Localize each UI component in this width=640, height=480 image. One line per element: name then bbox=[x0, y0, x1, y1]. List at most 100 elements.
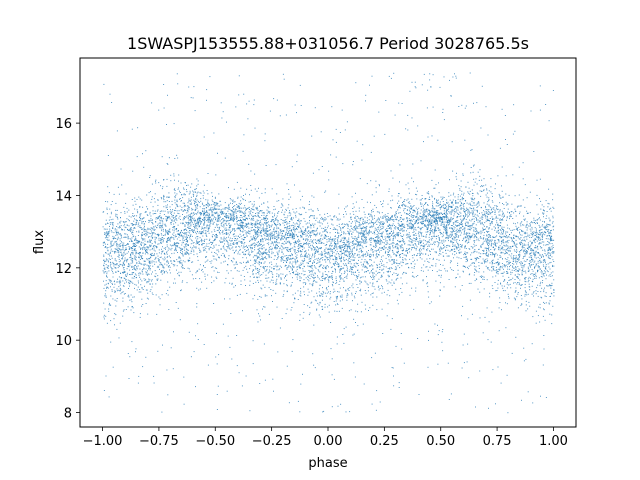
data-point bbox=[177, 234, 179, 235]
data-point bbox=[501, 227, 503, 229]
data-point bbox=[282, 247, 284, 249]
data-point bbox=[351, 271, 353, 273]
data-point bbox=[109, 223, 111, 225]
data-point bbox=[112, 261, 114, 263]
data-point bbox=[549, 239, 551, 241]
data-point bbox=[118, 251, 120, 253]
data-point bbox=[140, 218, 141, 219]
data-point bbox=[157, 218, 158, 220]
data-point bbox=[219, 233, 221, 235]
data-point bbox=[269, 262, 270, 264]
data-point bbox=[238, 202, 240, 204]
data-point bbox=[506, 216, 508, 218]
data-point bbox=[387, 235, 389, 237]
data-point bbox=[272, 236, 274, 238]
data-point bbox=[495, 236, 497, 238]
data-point bbox=[549, 262, 551, 264]
data-point bbox=[299, 273, 301, 275]
data-point bbox=[331, 250, 333, 252]
data-point bbox=[357, 325, 359, 327]
data-point bbox=[513, 263, 515, 265]
data-point bbox=[112, 366, 114, 368]
data-point bbox=[208, 230, 210, 232]
data-point bbox=[243, 237, 245, 239]
data-point bbox=[528, 280, 530, 281]
data-point bbox=[132, 269, 134, 270]
data-point bbox=[196, 221, 198, 223]
data-point bbox=[207, 201, 209, 203]
data-point bbox=[546, 274, 547, 276]
data-point bbox=[348, 261, 350, 262]
data-point bbox=[432, 74, 434, 76]
data-point bbox=[274, 240, 276, 242]
data-point bbox=[160, 197, 162, 198]
data-point bbox=[331, 275, 333, 277]
data-point bbox=[477, 206, 479, 208]
data-point bbox=[524, 293, 526, 295]
data-point bbox=[354, 217, 356, 219]
data-point bbox=[287, 228, 289, 230]
data-point bbox=[318, 248, 320, 249]
data-point bbox=[406, 217, 408, 219]
data-point bbox=[423, 214, 425, 216]
data-point bbox=[538, 218, 540, 220]
data-point bbox=[263, 229, 265, 231]
data-point bbox=[444, 246, 446, 248]
data-point bbox=[527, 242, 529, 244]
data-point bbox=[245, 232, 247, 234]
data-point bbox=[345, 289, 347, 291]
data-point bbox=[146, 251, 148, 253]
data-point bbox=[180, 209, 182, 211]
data-point bbox=[450, 206, 452, 208]
data-point bbox=[167, 281, 169, 283]
data-point bbox=[107, 253, 109, 255]
data-point bbox=[188, 252, 190, 254]
data-point bbox=[286, 247, 288, 249]
data-point bbox=[521, 266, 523, 268]
data-point bbox=[284, 277, 285, 279]
data-point bbox=[489, 292, 491, 294]
data-point bbox=[296, 268, 298, 270]
data-point bbox=[540, 296, 542, 298]
data-point bbox=[464, 245, 466, 247]
data-point bbox=[437, 363, 439, 365]
data-point bbox=[246, 224, 248, 226]
data-point bbox=[550, 233, 552, 235]
data-point bbox=[328, 240, 330, 242]
data-point bbox=[281, 236, 283, 238]
data-point bbox=[173, 243, 175, 245]
data-point bbox=[527, 391, 529, 393]
data-point bbox=[207, 199, 209, 201]
data-point bbox=[354, 253, 356, 255]
data-point bbox=[469, 219, 470, 221]
data-point bbox=[147, 281, 149, 283]
data-point bbox=[253, 238, 255, 240]
data-point bbox=[470, 149, 472, 151]
data-point bbox=[494, 253, 496, 255]
data-point bbox=[502, 203, 503, 204]
data-point bbox=[324, 250, 326, 252]
data-point bbox=[310, 302, 312, 304]
data-point bbox=[473, 204, 475, 206]
data-point bbox=[370, 226, 371, 228]
data-point bbox=[532, 234, 533, 236]
data-point bbox=[484, 260, 486, 262]
data-point bbox=[182, 255, 184, 257]
data-point bbox=[232, 246, 234, 248]
data-point bbox=[486, 253, 488, 255]
data-point bbox=[482, 229, 484, 231]
data-point bbox=[184, 247, 186, 249]
data-point bbox=[253, 219, 255, 221]
data-point bbox=[127, 306, 129, 308]
data-point bbox=[328, 238, 330, 240]
data-point bbox=[388, 228, 390, 229]
data-point bbox=[229, 247, 231, 249]
data-point bbox=[536, 204, 538, 206]
data-point bbox=[464, 247, 466, 249]
data-point bbox=[188, 254, 190, 256]
data-point bbox=[348, 237, 350, 239]
data-point bbox=[525, 226, 527, 228]
data-point bbox=[210, 222, 212, 224]
data-point bbox=[464, 222, 466, 224]
data-point bbox=[315, 251, 317, 253]
